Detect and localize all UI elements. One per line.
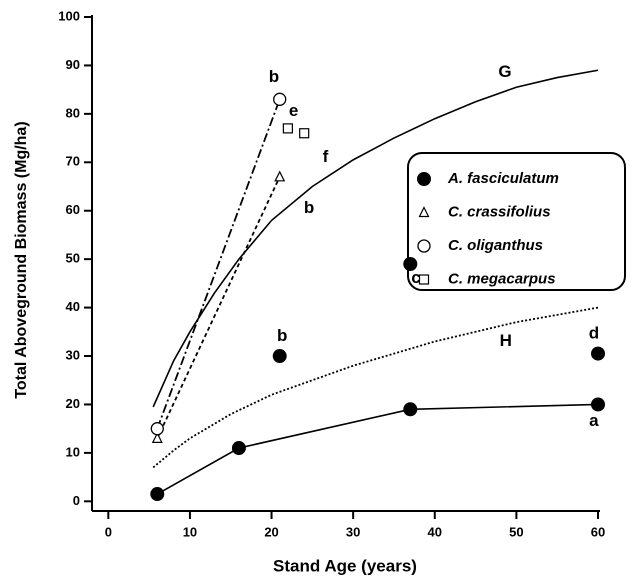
annotation: d <box>589 324 599 343</box>
series-line <box>156 403 599 495</box>
annotation: f <box>323 147 329 166</box>
x-tick-label: 60 <box>591 524 605 539</box>
annotation: e <box>289 101 298 120</box>
x-tick-label: 30 <box>346 524 360 539</box>
legend-marker <box>418 274 430 285</box>
point <box>282 123 293 134</box>
point <box>591 397 605 412</box>
point <box>403 257 418 271</box>
y-tick-label: 30 <box>66 347 80 362</box>
model-curve <box>152 306 599 469</box>
legend-label: C. oliganthus <box>448 237 543 254</box>
x-tick-label: 40 <box>428 524 442 539</box>
point <box>274 170 286 182</box>
point <box>150 422 164 436</box>
x-tick-label: 10 <box>183 524 197 539</box>
point <box>272 349 287 364</box>
point <box>150 487 165 502</box>
legend-marker <box>417 239 431 253</box>
y-tick-label: 50 <box>66 251 80 266</box>
y-tick-label: 80 <box>66 105 80 120</box>
point <box>151 432 163 443</box>
series-line <box>156 176 281 439</box>
y-tick-label: 90 <box>66 57 80 72</box>
y-tick-label: 10 <box>66 444 80 459</box>
point <box>231 441 246 456</box>
model-curve <box>152 69 599 408</box>
legend-box <box>407 152 626 291</box>
annotation: b <box>277 326 287 345</box>
y-tick-label: 40 <box>66 299 80 314</box>
annotation: G <box>498 62 511 81</box>
x-tick-label: 0 <box>105 524 112 539</box>
legend-label: C. megacarpus <box>448 270 556 287</box>
annotation: H <box>500 331 512 350</box>
legend-marker <box>417 172 431 186</box>
y-tick-label: 0 <box>73 493 80 508</box>
point <box>591 346 605 361</box>
y-tick-label: 100 <box>58 8 80 23</box>
annotation: a <box>589 411 599 430</box>
legend-marker <box>418 206 430 218</box>
point <box>273 92 287 106</box>
annotation: b <box>269 67 279 86</box>
x-tick-label: 20 <box>264 524 278 539</box>
point <box>299 128 310 139</box>
annotation: c <box>411 268 420 287</box>
y-tick-label: 20 <box>66 396 80 411</box>
legend-label: C. crassifolius <box>448 203 551 220</box>
x-axis-label: Stand Age (years) <box>273 556 417 575</box>
y-axis-label: Total Aboveground Biomass (Mg/ha) <box>13 121 30 398</box>
y-tick-label: 60 <box>66 202 80 217</box>
annotation: b <box>304 198 314 217</box>
series-line <box>156 99 281 429</box>
point <box>403 402 418 417</box>
x-tick-label: 50 <box>509 524 523 539</box>
legend-label: A. fasciculatum <box>447 170 559 187</box>
y-tick-label: 70 <box>66 154 80 169</box>
